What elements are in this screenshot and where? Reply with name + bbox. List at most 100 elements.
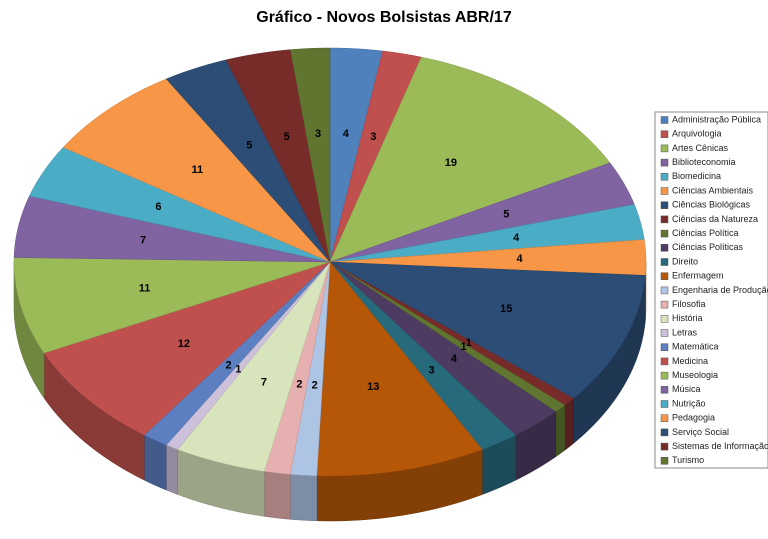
slice-side [290, 474, 318, 522]
slice [329, 261, 517, 450]
legend-label: Enfermagem [672, 271, 724, 281]
legend-swatch [660, 258, 669, 266]
legend-label: Ciências Ambientais [672, 185, 754, 195]
data-label: 5 [284, 131, 290, 143]
data-label: 5 [246, 140, 252, 152]
legend-swatch [660, 244, 669, 252]
data-label: 2 [296, 378, 302, 390]
legend-swatch [660, 315, 669, 323]
data-label: 3 [315, 128, 321, 140]
slice [177, 261, 331, 472]
legend-label: Museologia [672, 370, 718, 380]
legend-label: Matemática [672, 342, 719, 352]
data-label: 4 [343, 128, 350, 140]
legend-label: Letras [672, 327, 698, 337]
slice-side [264, 471, 291, 520]
slice [329, 50, 422, 263]
legend-label: Arquivologia [672, 129, 722, 139]
legend-swatch [660, 343, 669, 351]
slice [316, 261, 483, 477]
legend-label: Artes Cênicas [672, 143, 729, 153]
slice [13, 257, 331, 354]
legend-label: Ciências Políticas [672, 242, 744, 252]
data-label: 7 [261, 376, 267, 388]
legend-label: Ciências Biológicas [672, 200, 751, 210]
data-label: 2 [312, 380, 318, 392]
legend-swatch [660, 329, 669, 337]
legend-label: Biblioteconomia [672, 157, 736, 167]
slice-side [166, 444, 179, 495]
data-label: 1 [466, 337, 472, 349]
slice [290, 47, 331, 263]
data-label: 1 [235, 363, 241, 375]
data-label: 5 [503, 209, 509, 221]
legend-label: Pedagogia [672, 413, 715, 423]
data-label: 6 [155, 201, 161, 213]
legend-swatch [660, 428, 669, 437]
slice [329, 239, 647, 276]
slice [143, 261, 331, 446]
legend-box [654, 111, 768, 469]
slice [329, 162, 635, 263]
data-label: 3 [370, 131, 376, 143]
legend-swatch [660, 215, 669, 224]
slice [225, 49, 331, 263]
slice [165, 59, 331, 263]
legend-swatch [660, 116, 669, 124]
data-label: 2 [226, 359, 232, 371]
data-label: 1 [461, 341, 467, 353]
slice [13, 195, 331, 263]
legend-label: História [672, 313, 703, 323]
legend-swatch [660, 400, 669, 408]
legend-swatch [660, 371, 669, 380]
slice [329, 204, 645, 263]
legend-swatch [660, 442, 669, 451]
legend-swatch [660, 173, 669, 181]
data-label: 11 [139, 283, 151, 295]
legend-swatch [660, 187, 669, 195]
data-label: 15 [500, 303, 512, 315]
legend-swatch [660, 201, 669, 209]
data-label: 12 [178, 338, 190, 350]
legend-label: Serviço Social [672, 427, 729, 437]
legend-label: Medicina [672, 356, 708, 366]
legend-swatch [660, 457, 669, 465]
legend-label: Administração Pública [672, 114, 761, 124]
legend-swatch [660, 272, 669, 280]
data-label: 4 [513, 232, 520, 244]
data-label: 19 [445, 157, 457, 169]
legend-label: Direito [672, 256, 698, 266]
legend-swatch [660, 286, 669, 295]
slice-side [564, 397, 574, 451]
data-label: 7 [140, 234, 146, 246]
data-label: 4 [516, 253, 523, 265]
slice [29, 147, 331, 263]
slice [329, 56, 611, 263]
data-label: 13 [367, 381, 379, 393]
legend-label: Filosofia [672, 299, 706, 309]
legend-swatch [660, 300, 669, 309]
legend-label: Biomedicina [672, 171, 721, 181]
legend-swatch [660, 158, 669, 167]
legend-label: Ciências da Natureza [672, 214, 758, 224]
slice-side [555, 404, 566, 458]
data-label: 3 [429, 364, 435, 376]
slice [329, 261, 557, 436]
legend-swatch [660, 386, 669, 394]
slice [329, 261, 646, 399]
legend-label: Ciências Política [672, 228, 739, 238]
legend-label: Sistemas de Informação [672, 441, 768, 451]
legend-label: Música [672, 384, 701, 394]
legend-swatch [660, 357, 669, 366]
data-label: 4 [451, 353, 458, 365]
slice [62, 78, 331, 263]
legend-label: Engenharia de Produção [672, 285, 768, 295]
legend-swatch [660, 229, 669, 238]
legend-swatch [660, 414, 669, 422]
legend-label: Nutrição [672, 398, 706, 408]
legend-swatch [660, 130, 669, 138]
chart-title: Gráfico - Novos Bolsistas ABR/17 [256, 9, 512, 26]
legend-label: Turismo [672, 455, 704, 465]
slice [43, 261, 331, 436]
